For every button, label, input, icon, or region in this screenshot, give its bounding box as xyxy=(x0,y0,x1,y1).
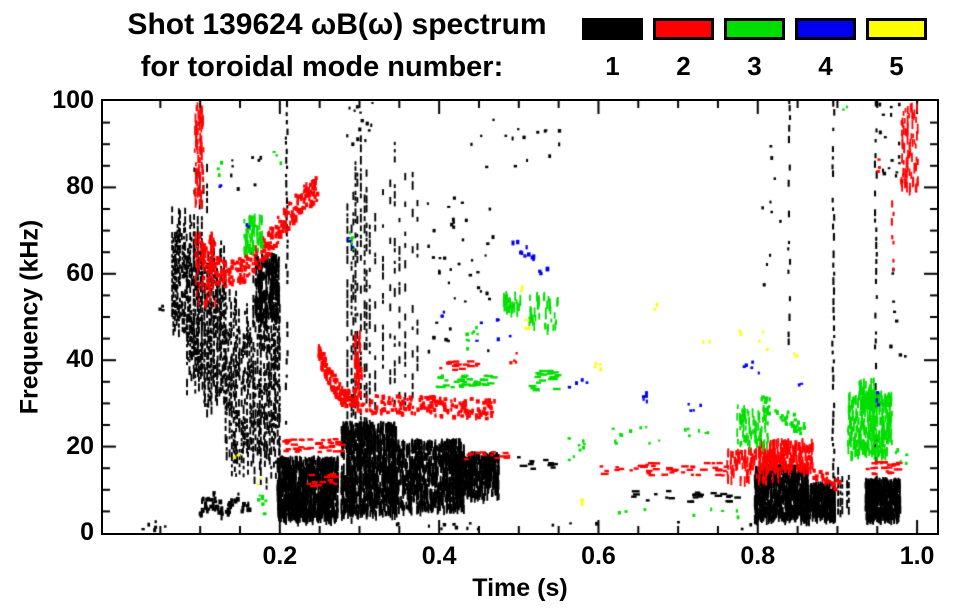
legend-entry-4: 4 xyxy=(790,18,861,79)
legend-entry-2: 2 xyxy=(648,18,719,79)
legend-entry-1: 1 xyxy=(577,18,648,79)
legend-swatch-4 xyxy=(795,18,856,40)
legend-mode-number: 4 xyxy=(818,51,833,81)
plot-area xyxy=(101,99,939,535)
x-tick-label: 1.0 xyxy=(899,542,935,570)
legend-entry-5: 5 xyxy=(861,18,932,79)
x-tick-label: 0.8 xyxy=(740,542,776,570)
legend-mode-number: 5 xyxy=(889,51,904,81)
x-tick-label: 0.6 xyxy=(581,542,616,570)
legend-swatch-1 xyxy=(582,18,643,40)
y-tick-label: 60 xyxy=(66,258,94,287)
legend: 1 2 3 4 5 xyxy=(577,18,932,79)
y-tick-label: 80 xyxy=(66,172,94,201)
x-axis-label: Time (s) xyxy=(472,574,568,602)
legend-entry-3: 3 xyxy=(719,18,790,79)
y-tick-label: 100 xyxy=(52,86,94,114)
legend-mode-number: 2 xyxy=(676,51,691,81)
y-tick-label: 20 xyxy=(66,431,94,460)
legend-mode-number: 1 xyxy=(605,51,620,81)
x-tick-label: 0.4 xyxy=(421,542,457,570)
y-tick-label: 0 xyxy=(80,518,94,546)
figure-title: Shot 139624 ωB(ω) spectrum xyxy=(127,8,547,41)
legend-mode-number: 3 xyxy=(747,51,762,81)
y-axis-label: Frequency (kHz) xyxy=(15,219,44,415)
spectrogram-canvas xyxy=(103,101,937,533)
legend-swatch-2 xyxy=(653,18,714,40)
y-tick-label: 40 xyxy=(66,345,94,374)
legend-swatch-5 xyxy=(866,18,927,40)
x-tick-label: 0.2 xyxy=(262,542,298,570)
figure-subtitle: for toroidal mode number: xyxy=(140,51,504,83)
legend-swatch-3 xyxy=(724,18,785,40)
